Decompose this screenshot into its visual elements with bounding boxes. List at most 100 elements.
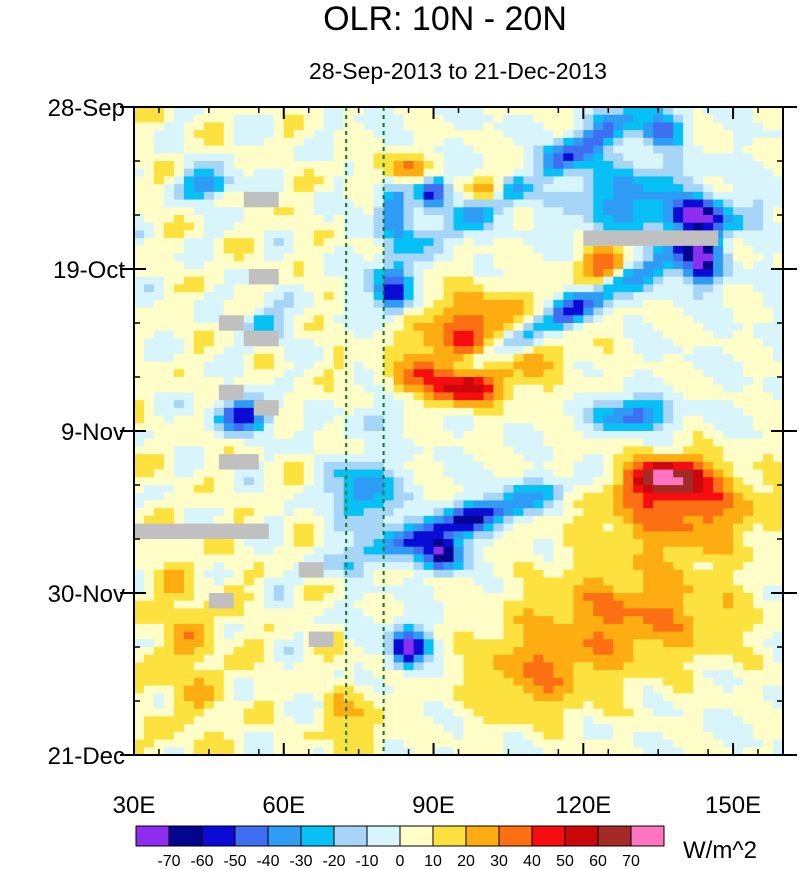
olr-cell [203, 307, 215, 316]
olr-cell [643, 253, 654, 262]
olr-cell [653, 369, 664, 378]
olr-cell [493, 215, 505, 224]
olr-cell [663, 384, 674, 394]
olr-cell [403, 500, 415, 509]
olr-cell [463, 137, 475, 147]
olr-cell [143, 554, 155, 563]
olr-cell [733, 461, 744, 471]
olr-cell [643, 130, 654, 139]
olr-cell [293, 207, 305, 216]
olr-cell [623, 137, 634, 147]
olr-cell [313, 407, 325, 417]
olr-cell [363, 531, 375, 540]
olr-cell [383, 207, 395, 216]
olr-cell [493, 168, 505, 178]
olr-cell [763, 353, 774, 363]
olr-cell [203, 161, 215, 170]
olr-cell [583, 330, 594, 340]
olr-cell [193, 647, 205, 656]
olr-cell [513, 215, 524, 224]
olr-cell [663, 253, 674, 262]
olr-cell [163, 261, 175, 270]
olr-cell [643, 616, 654, 625]
olr-cell [573, 238, 584, 247]
olr-cell [413, 423, 425, 432]
olr-cell [463, 168, 475, 178]
olr-cell [163, 323, 175, 332]
olr-cell [653, 137, 664, 147]
olr-cell [373, 685, 385, 694]
olr-cell [303, 161, 315, 170]
olr-cell [713, 361, 724, 370]
olr-cell [583, 253, 594, 262]
olr-cell [303, 539, 315, 548]
olr-cell [413, 515, 425, 525]
olr-cell [373, 145, 385, 154]
olr-cell [473, 269, 485, 278]
olr-cell [613, 670, 624, 679]
olr-cell [193, 585, 205, 594]
olr-cell [333, 600, 345, 610]
olr-cell [473, 593, 485, 602]
olr-cell [733, 685, 744, 694]
olr-cell [413, 600, 425, 610]
olr-cell [223, 407, 235, 417]
olr-cell [233, 685, 245, 694]
olr-cell [433, 176, 445, 185]
olr-cell [613, 415, 624, 424]
olr-cell [523, 623, 534, 633]
olr-cell [613, 400, 624, 409]
olr-cell [593, 107, 604, 116]
olr-cell [593, 662, 604, 671]
olr-cell [333, 500, 345, 509]
olr-cell [513, 369, 524, 378]
olr-cell [493, 384, 505, 394]
olr-cell [723, 107, 734, 116]
olr-cell [543, 415, 554, 424]
olr-cell [353, 184, 365, 193]
olr-cell [643, 562, 654, 571]
olr-cell [253, 353, 265, 363]
olr-cell [293, 238, 305, 247]
olr-cell [673, 585, 684, 594]
olr-cell [713, 353, 724, 363]
olr-cell [683, 330, 694, 340]
olr-cell [773, 500, 783, 509]
olr-cell [403, 438, 415, 448]
olr-cell [773, 215, 783, 224]
olr-cell [683, 454, 694, 463]
olr-cell [663, 130, 674, 139]
olr-cell [283, 315, 295, 324]
olr-cell [633, 353, 644, 363]
olr-cell [433, 585, 445, 594]
olr-cell [223, 608, 235, 617]
olr-cell [273, 500, 285, 509]
olr-cell [623, 492, 634, 502]
olr-cell [483, 323, 495, 332]
olr-cell [303, 500, 315, 509]
olr-cell [493, 685, 505, 694]
olr-cell [463, 107, 475, 116]
olr-cell [563, 215, 574, 224]
olr-cell [493, 292, 505, 301]
olr-cell [633, 569, 644, 579]
olr-cell [213, 670, 225, 679]
olr-cell [503, 153, 515, 162]
olr-cell [423, 284, 435, 293]
olr-cell [663, 469, 674, 478]
olr-cell [573, 438, 584, 448]
olr-cell [673, 631, 684, 640]
olr-cell [423, 585, 435, 594]
olr-cell [233, 469, 245, 478]
olr-cell [443, 585, 455, 594]
olr-cell [683, 392, 694, 401]
olr-cell [243, 438, 255, 448]
olr-cell [573, 639, 584, 648]
olr-cell [493, 639, 505, 648]
olr-cell [683, 299, 694, 309]
olr-cell [303, 647, 315, 656]
olr-cell [393, 361, 405, 370]
olr-cell [743, 677, 754, 687]
olr-cell [383, 454, 395, 463]
olr-cell [323, 469, 335, 478]
